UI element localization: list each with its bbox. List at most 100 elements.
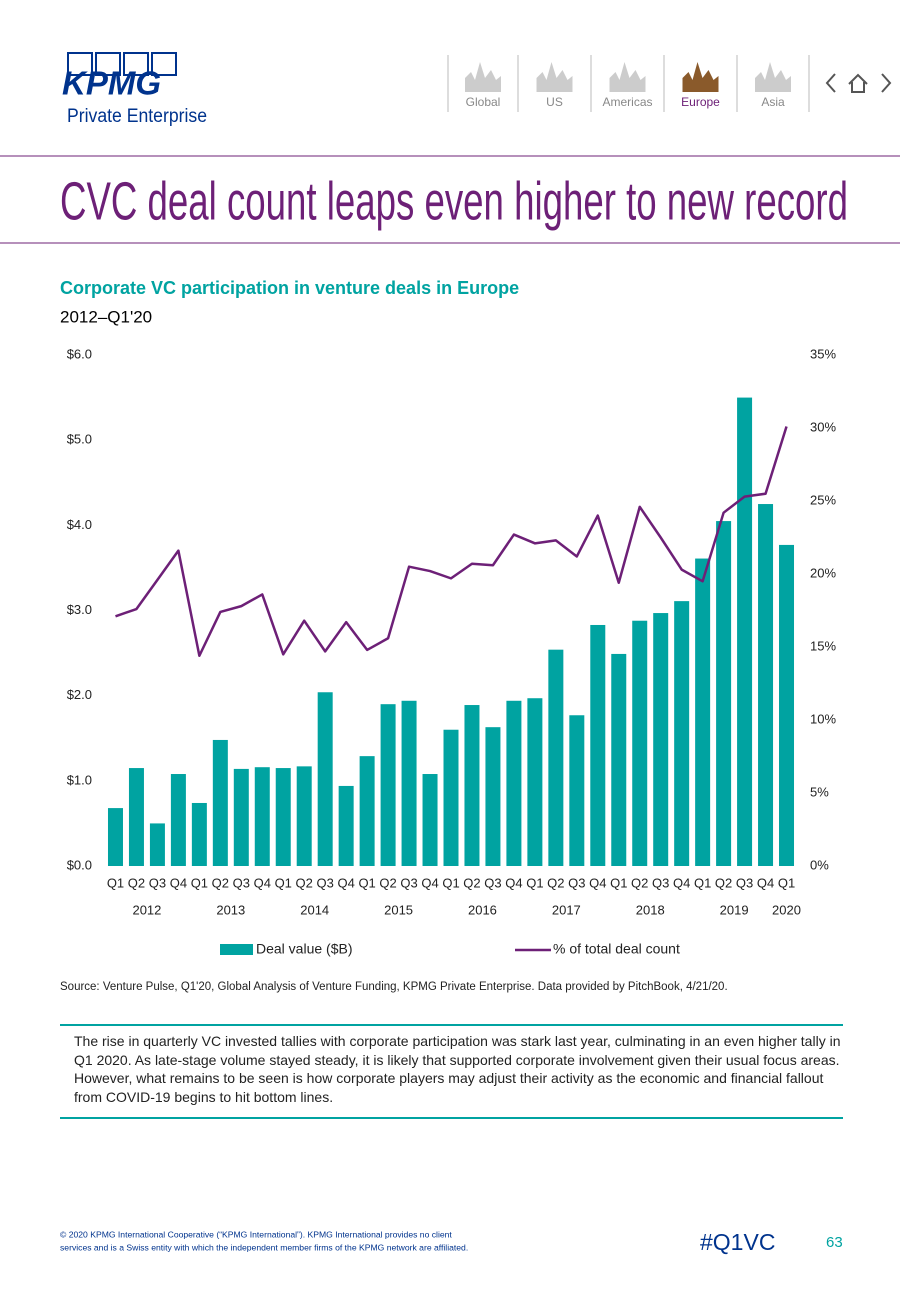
x-group-label: 2018 [636,902,665,917]
y-tick-label: $0.0 [67,857,92,872]
x-tick-label: Q1 [358,875,375,890]
y2-tick-label: 35% [810,346,836,361]
bar [653,613,669,866]
legend-label: % of total deal count [553,941,680,957]
x-tick-label: Q3 [233,875,250,890]
bar [128,768,144,866]
y2-tick-label: 15% [810,638,836,653]
bar [401,700,417,866]
bar [632,620,648,866]
x-tick-label: Q4 [757,875,774,890]
nav-tab[interactable]: Europe [681,62,720,109]
region-nav: Global US Americas Europe Asia [447,55,810,112]
y-tick-label: $6.0 [67,346,92,361]
x-tick-label: Q2 [631,875,648,890]
chart-subtitle: 2012–Q1'20 [60,307,152,326]
bar [317,692,333,866]
x-tick-label: Q1 [610,875,627,890]
y2-tick-label: 20% [810,565,836,580]
x-tick-label: Q4 [505,875,522,890]
x-group-label: 2017 [552,902,581,917]
legend-swatch [220,944,253,955]
bar [485,727,501,866]
nav-tab[interactable]: Americas [602,62,653,109]
x-tick-label: Q3 [317,875,334,890]
x-group-label: 2014 [300,902,329,917]
x-tick-label: Q1 [778,875,795,890]
bar [338,785,354,866]
x-tick-label: Q1 [107,875,124,890]
tab-label: US [546,95,563,109]
x-group-label: 2019 [720,902,749,917]
bar [779,544,795,866]
bar [296,766,312,866]
y2-tick-label: 10% [810,711,836,726]
tab-icon [465,62,501,92]
x-tick-label: Q2 [547,875,564,890]
tab-label: Asia [761,95,785,109]
x-tick-label: Q3 [568,875,585,890]
x-tick-label: Q1 [694,875,711,890]
logo-text: KPMG [62,65,161,102]
tab-label: Europe [681,95,720,109]
x-group-label: 2015 [384,902,413,917]
bar [170,774,186,866]
bar [695,558,711,866]
nav-tab[interactable]: Asia [755,62,791,109]
x-tick-label: Q2 [379,875,396,890]
commentary: The rise in quarterly VC invested tallie… [74,1033,841,1105]
bar [233,768,249,866]
x-group-label: 2013 [216,902,245,917]
line [115,426,788,658]
bar [611,653,627,866]
tab-label: Americas [602,95,652,109]
y-tick-label: $2.0 [67,687,92,702]
x-tick-label: Q2 [715,875,732,890]
copyright: services and is a Swiss entity with whic… [60,1242,468,1252]
bar [422,774,438,866]
source-note: Source: Venture Pulse, Q1'20, Global Ana… [60,981,728,993]
tab-icon [755,62,791,92]
logo [67,52,177,76]
bar [380,704,396,866]
x-tick-label: Q4 [673,875,690,890]
bar [464,705,480,866]
x-tick-label: Q1 [526,875,543,890]
y2-tick-label: 5% [810,784,829,799]
x-tick-label: Q3 [736,875,753,890]
bar [548,649,564,866]
y2-tick-label: 30% [810,419,836,434]
x-tick-label: Q3 [652,875,669,890]
x-tick-label: Q2 [128,875,145,890]
tab-icon [682,62,719,92]
bar [443,729,459,866]
x-tick-label: Q2 [296,875,313,890]
bar [191,802,207,866]
nav-arrows[interactable] [825,73,892,93]
tab-icon [536,62,573,92]
nav-tab[interactable]: US [536,62,573,109]
bar [674,601,690,866]
bar [254,767,270,866]
bar [212,739,228,866]
tab-label: Global [466,95,501,109]
x-tick-label: Q3 [484,875,501,890]
chart-title: Corporate VC participation in venture de… [60,278,519,298]
x-tick-label: Q4 [421,875,438,890]
y2-tick-label: 25% [810,492,836,507]
bar [149,823,165,866]
bar [527,698,543,866]
logo-subtitle: Private Enterprise [67,106,207,127]
x-tick-label: Q3 [400,875,417,890]
page-title: CVC deal count leaps even higher to new … [60,171,848,231]
page-number: 63 [826,1234,843,1251]
x-group-label: 2012 [132,902,161,917]
bar [590,624,606,866]
x-group-label: 2016 [468,902,497,917]
x-tick-label: Q3 [149,875,166,890]
nav-tab[interactable]: Global [465,62,501,109]
y2-tick-label: 0% [810,857,829,872]
bar [569,715,585,866]
